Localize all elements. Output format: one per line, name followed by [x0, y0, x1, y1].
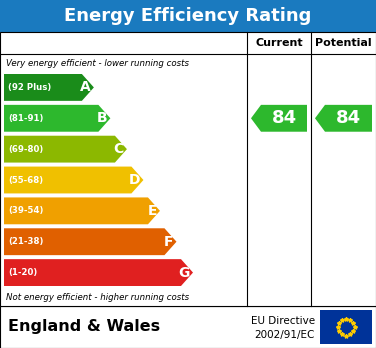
- Text: (69-80): (69-80): [8, 145, 43, 154]
- Text: G: G: [179, 266, 190, 279]
- Text: (81-91): (81-91): [8, 114, 43, 123]
- Text: A: A: [80, 80, 91, 94]
- Text: Potential: Potential: [315, 38, 372, 48]
- Text: E: E: [147, 204, 157, 218]
- Bar: [320, 310, 372, 344]
- Polygon shape: [4, 167, 143, 193]
- Text: (21-38): (21-38): [8, 237, 43, 246]
- Bar: [0, 306, 376, 348]
- Polygon shape: [4, 259, 193, 286]
- Polygon shape: [4, 74, 94, 101]
- Text: Very energy efficient - lower running costs: Very energy efficient - lower running co…: [6, 58, 189, 68]
- Text: Not energy efficient - higher running costs: Not energy efficient - higher running co…: [6, 293, 189, 301]
- Text: Current: Current: [255, 38, 303, 48]
- Text: B: B: [97, 111, 108, 125]
- Text: England & Wales: England & Wales: [8, 319, 160, 334]
- Text: Energy Efficiency Rating: Energy Efficiency Rating: [64, 7, 312, 25]
- Polygon shape: [315, 105, 372, 132]
- Text: (92 Plus): (92 Plus): [8, 83, 51, 92]
- Text: (39-54): (39-54): [8, 206, 43, 215]
- Polygon shape: [251, 105, 307, 132]
- Text: 84: 84: [271, 109, 297, 127]
- Polygon shape: [4, 136, 127, 163]
- Bar: [0, 32, 376, 306]
- Text: F: F: [164, 235, 173, 249]
- Polygon shape: [4, 228, 176, 255]
- Text: C: C: [114, 142, 124, 156]
- Text: (1-20): (1-20): [8, 268, 37, 277]
- Text: D: D: [129, 173, 141, 187]
- Text: 2002/91/EC: 2002/91/EC: [255, 330, 315, 340]
- Text: EU Directive: EU Directive: [251, 316, 315, 326]
- Polygon shape: [4, 197, 160, 224]
- Text: (55-68): (55-68): [8, 175, 43, 184]
- Bar: [0, 0, 376, 32]
- Text: 84: 84: [336, 109, 361, 127]
- Polygon shape: [4, 105, 111, 132]
